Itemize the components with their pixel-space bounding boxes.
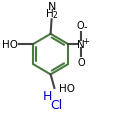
Text: N: N (77, 40, 84, 49)
Text: O: O (76, 21, 84, 31)
Text: O: O (77, 58, 84, 68)
Text: HO: HO (2, 40, 18, 49)
Text: H: H (43, 89, 52, 102)
Text: N: N (47, 2, 56, 12)
Text: 2: 2 (52, 11, 56, 20)
Text: H: H (46, 9, 54, 19)
Text: HO: HO (59, 83, 75, 93)
Text: +: + (81, 36, 88, 45)
Text: -: - (83, 22, 86, 32)
Text: Cl: Cl (50, 98, 62, 111)
